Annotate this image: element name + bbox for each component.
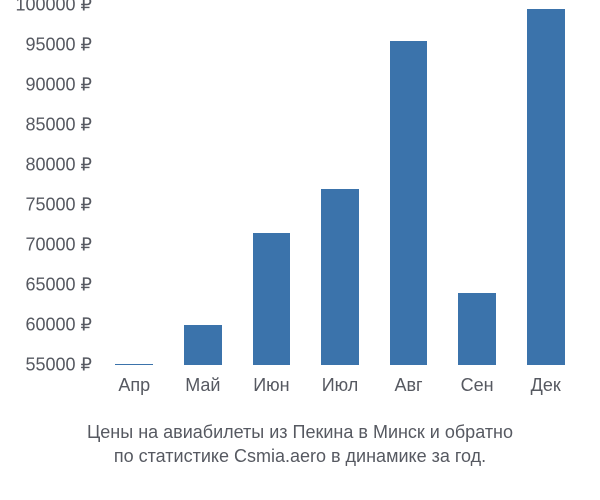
x-tick-label: Май — [185, 375, 220, 396]
bar — [390, 41, 428, 365]
x-tick-label: Июл — [322, 375, 359, 396]
bar — [527, 9, 565, 365]
bar — [253, 233, 291, 365]
y-tick-label: 70000 ₽ — [25, 235, 92, 256]
x-tick-label: Дек — [531, 375, 561, 396]
y-tick-label: 75000 ₽ — [25, 195, 92, 216]
y-tick-label: 95000 ₽ — [25, 35, 92, 56]
plot-area — [100, 5, 580, 365]
chart-caption: Цены на авиабилеты из Пекина в Минск и о… — [0, 420, 600, 469]
bar — [458, 293, 496, 365]
y-axis-ticks: 55000 ₽60000 ₽65000 ₽70000 ₽75000 ₽80000… — [0, 5, 100, 365]
x-tick-label: Сен — [461, 375, 494, 396]
y-tick-label: 60000 ₽ — [25, 315, 92, 336]
x-tick-label: Авг — [394, 375, 422, 396]
bar — [321, 189, 359, 365]
y-tick-label: 85000 ₽ — [25, 115, 92, 136]
chart-container: 55000 ₽ 60000 ₽ 65000 ₽ 70000 ₽ 75000 ₽ 80000… — [0, 0, 600, 500]
bars-layer — [100, 5, 580, 365]
y-tick-label: 80000 ₽ — [25, 155, 92, 176]
caption-line-2: по статистике Csmia.aero в динамике за г… — [0, 444, 600, 468]
caption-line-1: Цены на авиабилеты из Пекина в Минск и о… — [0, 420, 600, 444]
y-tick-label: 55000 ₽ — [25, 355, 92, 376]
x-tick-label: Июн — [253, 375, 289, 396]
x-axis-ticks: Апр Май Июн Июл Авг Сен Дек — [100, 365, 580, 405]
y-tick-label: 90000 ₽ — [25, 75, 92, 96]
y-tick-label: 100000 ₽ — [15, 0, 92, 16]
y-tick-label: 65000 ₽ — [25, 275, 92, 296]
bar — [184, 325, 222, 365]
x-tick-label: Апр — [118, 375, 150, 396]
